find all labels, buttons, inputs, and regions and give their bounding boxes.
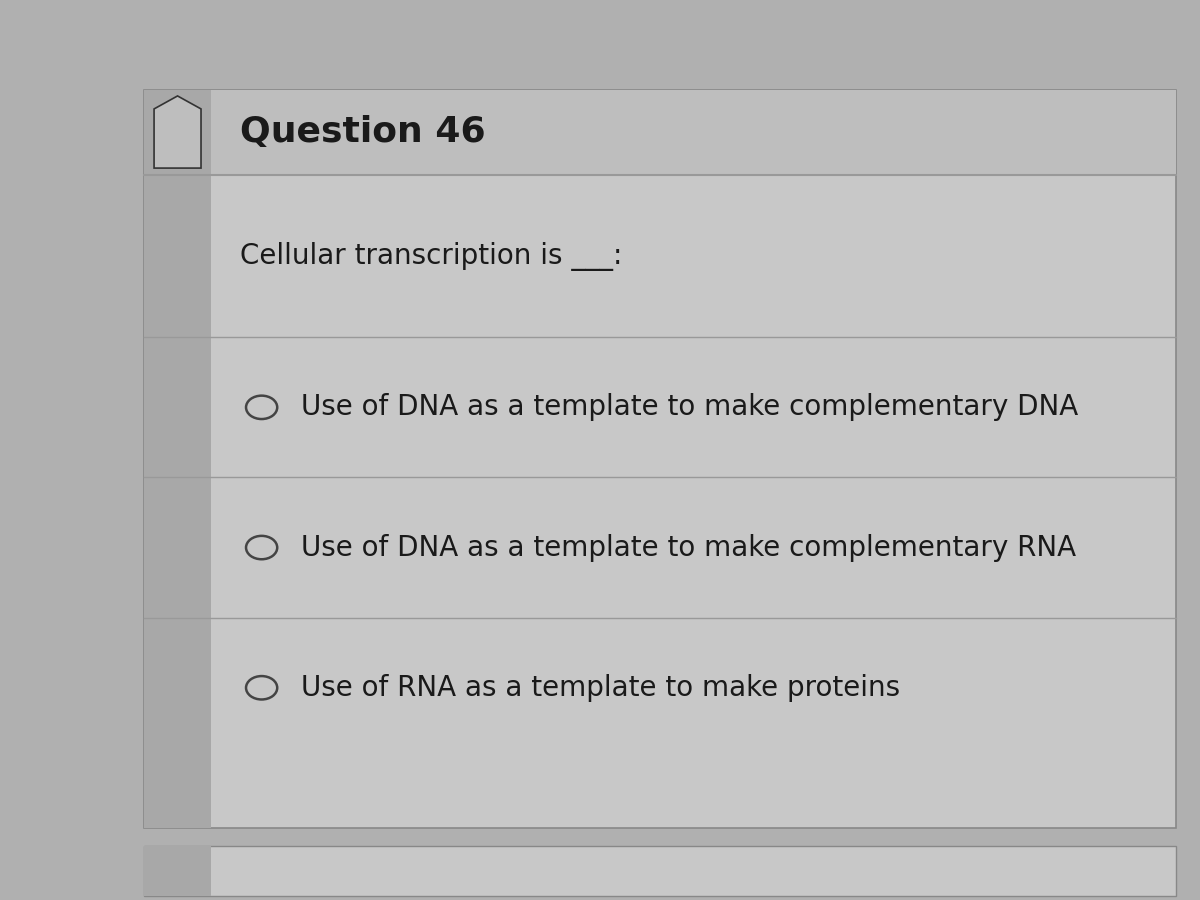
FancyBboxPatch shape: [144, 90, 211, 828]
Text: Use of RNA as a template to make proteins: Use of RNA as a template to make protein…: [301, 674, 900, 702]
FancyBboxPatch shape: [144, 90, 1176, 175]
FancyBboxPatch shape: [144, 90, 1176, 828]
Polygon shape: [154, 96, 202, 168]
Text: Question 46: Question 46: [240, 115, 486, 149]
Text: Cellular transcription is ___:: Cellular transcription is ___:: [240, 241, 623, 271]
FancyBboxPatch shape: [144, 846, 1176, 896]
Text: Use of DNA as a template to make complementary DNA: Use of DNA as a template to make complem…: [301, 393, 1078, 421]
Text: Use of DNA as a template to make complementary RNA: Use of DNA as a template to make complem…: [301, 534, 1075, 562]
FancyBboxPatch shape: [144, 846, 211, 896]
